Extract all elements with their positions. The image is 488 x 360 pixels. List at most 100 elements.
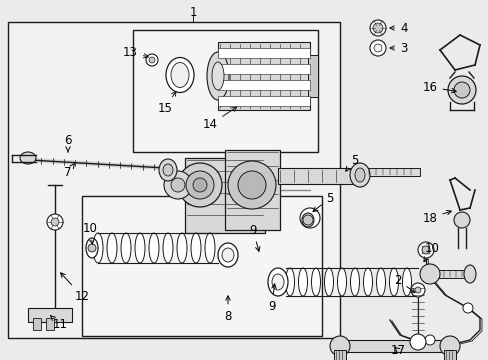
Text: 6: 6 (64, 134, 72, 152)
Ellipse shape (271, 274, 284, 290)
Ellipse shape (298, 268, 307, 296)
Bar (359, 168, 419, 176)
Bar (82, 196, 321, 336)
Ellipse shape (267, 268, 287, 296)
Circle shape (462, 303, 472, 313)
Text: 2: 2 (393, 274, 414, 293)
Bar (339, 340, 449, 352)
Text: 10: 10 (423, 242, 439, 262)
Circle shape (88, 244, 96, 252)
Ellipse shape (311, 268, 320, 296)
Bar (133, 30, 317, 152)
Bar (443, 350, 455, 360)
Ellipse shape (171, 63, 189, 87)
Circle shape (299, 208, 319, 228)
Text: 1: 1 (189, 5, 196, 18)
Circle shape (447, 76, 475, 104)
Ellipse shape (163, 164, 173, 176)
Text: 13: 13 (123, 45, 148, 59)
Circle shape (372, 23, 382, 33)
Bar (278, 168, 357, 184)
Circle shape (410, 283, 424, 297)
Ellipse shape (285, 268, 294, 296)
Text: 18: 18 (422, 210, 450, 225)
Circle shape (178, 163, 222, 207)
Text: 9: 9 (268, 284, 276, 312)
Text: 7: 7 (64, 163, 75, 179)
Bar (333, 350, 346, 360)
Circle shape (409, 334, 425, 350)
Circle shape (417, 242, 433, 258)
Text: 5: 5 (345, 153, 358, 171)
Bar (33, 318, 41, 330)
Circle shape (303, 215, 312, 225)
Bar (28, 308, 72, 322)
Ellipse shape (86, 238, 98, 258)
Ellipse shape (463, 265, 475, 283)
Ellipse shape (135, 233, 145, 263)
Ellipse shape (93, 233, 103, 263)
Ellipse shape (204, 233, 215, 263)
Ellipse shape (206, 52, 228, 100)
Ellipse shape (107, 233, 117, 263)
Bar (224, 150, 280, 230)
Circle shape (414, 287, 420, 293)
Ellipse shape (349, 163, 369, 187)
Text: 16: 16 (422, 81, 455, 94)
Circle shape (424, 335, 434, 345)
Bar (218, 42, 309, 110)
Bar (218, 80, 309, 90)
Ellipse shape (121, 233, 131, 263)
Ellipse shape (212, 62, 224, 90)
Circle shape (439, 336, 459, 356)
Text: 14: 14 (202, 107, 236, 131)
Bar (429, 270, 469, 278)
Text: 4: 4 (389, 22, 407, 35)
Bar (8, 22, 339, 338)
Ellipse shape (191, 233, 201, 263)
Circle shape (453, 212, 469, 228)
Text: 3: 3 (389, 41, 407, 54)
Text: 17: 17 (390, 343, 405, 356)
Ellipse shape (337, 268, 346, 296)
Text: 5: 5 (312, 192, 333, 212)
Text: 12: 12 (61, 273, 89, 302)
Circle shape (163, 171, 192, 199)
Text: 9: 9 (249, 224, 259, 251)
Ellipse shape (149, 233, 159, 263)
Circle shape (369, 20, 385, 36)
Ellipse shape (363, 268, 372, 296)
Circle shape (227, 161, 275, 209)
Text: 15: 15 (157, 91, 176, 115)
Circle shape (238, 171, 265, 199)
Bar (218, 48, 309, 58)
Ellipse shape (354, 168, 364, 182)
Ellipse shape (302, 213, 313, 227)
Circle shape (171, 178, 184, 192)
Ellipse shape (376, 268, 385, 296)
Text: 8: 8 (224, 296, 231, 323)
Circle shape (419, 264, 439, 284)
Ellipse shape (350, 268, 359, 296)
Circle shape (47, 214, 63, 230)
Circle shape (329, 336, 349, 356)
Bar (307, 55, 317, 97)
Circle shape (373, 44, 381, 52)
Ellipse shape (177, 233, 186, 263)
Circle shape (421, 246, 429, 254)
Bar (46, 318, 54, 330)
Circle shape (185, 171, 214, 199)
Text: 11: 11 (50, 316, 67, 332)
Ellipse shape (165, 58, 194, 93)
Text: 10: 10 (82, 221, 97, 244)
Circle shape (193, 178, 206, 192)
Ellipse shape (222, 248, 234, 262)
Circle shape (51, 218, 59, 226)
Ellipse shape (163, 233, 173, 263)
Circle shape (149, 57, 155, 63)
Ellipse shape (389, 268, 398, 296)
Bar (184, 158, 264, 233)
Bar (218, 96, 309, 106)
Ellipse shape (20, 152, 36, 164)
Ellipse shape (402, 268, 411, 296)
